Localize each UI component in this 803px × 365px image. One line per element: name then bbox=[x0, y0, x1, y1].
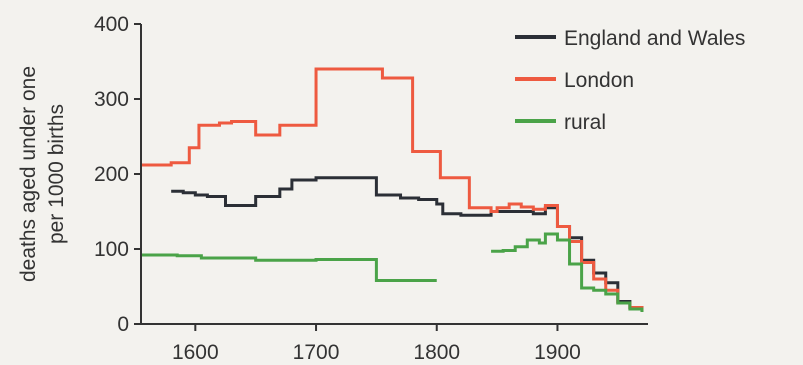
legend: England and Wales London rural bbox=[515, 27, 745, 134]
y-axis-label-line: deaths aged under one bbox=[17, 66, 40, 282]
legend-label: England and Wales bbox=[564, 27, 745, 50]
series-line bbox=[141, 67, 644, 312]
x-tick-label: 1700 bbox=[293, 341, 340, 364]
series-layer bbox=[141, 67, 644, 312]
y-tick-label: 300 bbox=[94, 88, 129, 111]
series-line bbox=[171, 176, 644, 311]
legend-label: London bbox=[564, 69, 634, 92]
x-tick-label: 1800 bbox=[413, 341, 460, 364]
y-tick-label: 100 bbox=[94, 238, 129, 261]
y-axis-label: deaths aged under one per 1000 births bbox=[17, 66, 68, 282]
y-tick-label: 200 bbox=[94, 163, 129, 186]
y-tick-label: 400 bbox=[94, 13, 129, 36]
y-axis-label-line: per 1000 births bbox=[45, 104, 68, 244]
series-1 bbox=[141, 67, 644, 312]
series-line bbox=[491, 232, 644, 312]
x-tick-label: 1900 bbox=[534, 341, 581, 364]
y-tick-label: 0 bbox=[117, 313, 129, 336]
x-tick-label: 1600 bbox=[172, 341, 219, 364]
tick-layer: 0 100 200 300 400 1600 1700 1800 1900 bbox=[94, 13, 581, 364]
legend-label: rural bbox=[564, 111, 606, 134]
series-line bbox=[141, 253, 437, 282]
series-0 bbox=[171, 176, 644, 311]
series-2 bbox=[141, 232, 644, 312]
